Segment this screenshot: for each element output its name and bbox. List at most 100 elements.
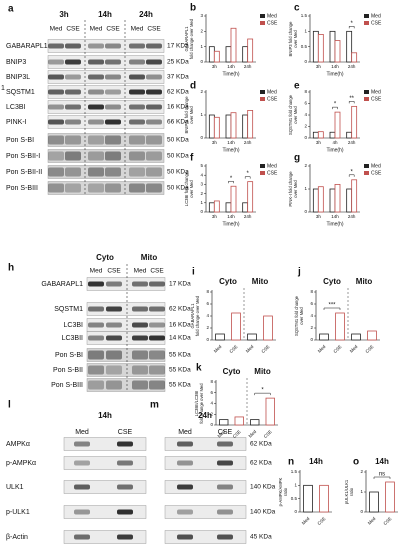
lane-label: CSE — [218, 429, 233, 436]
chart-title: 14h — [309, 457, 323, 466]
x-axis-label: Time(h) — [326, 221, 343, 227]
y-axis-label: ratio — [283, 487, 288, 496]
chart-title: 14h — [375, 457, 389, 466]
band — [129, 89, 145, 95]
blot-strip — [86, 378, 166, 392]
row-label: Pon S-BII — [53, 367, 83, 374]
legend-label: CSE — [267, 20, 278, 26]
x-tick-label: 14h — [331, 214, 339, 219]
band — [105, 183, 121, 193]
band — [217, 441, 233, 447]
y-tick-label: 1 — [304, 29, 307, 34]
y-axis-label: GABARAPL1 — [184, 26, 189, 52]
band — [129, 74, 145, 80]
y-tick-label: 0.5 — [291, 496, 298, 501]
legend-swatch — [260, 164, 265, 168]
panel-label: l — [8, 400, 11, 411]
bar — [213, 116, 220, 139]
x-tick-label: 24h — [244, 214, 252, 219]
bar — [334, 183, 341, 213]
sig-bracket — [332, 106, 338, 110]
blot-strip — [164, 456, 247, 470]
band — [106, 335, 122, 341]
bar — [346, 188, 353, 213]
y-tick-label: 4 — [310, 313, 313, 318]
legend-swatch — [260, 97, 265, 101]
y-tick-label: 8 — [304, 89, 307, 94]
band — [217, 509, 233, 515]
y-axis-label: BNIP3 fold change — [288, 21, 293, 57]
band — [146, 89, 162, 95]
bar — [234, 416, 244, 426]
lane-label: CSE — [150, 268, 164, 275]
sig-bracket — [323, 307, 341, 310]
x-tick-label: 3h — [212, 64, 218, 69]
bar — [242, 46, 249, 63]
x-tick-label: Med — [367, 516, 377, 526]
x-axis-label: Time(h) — [326, 147, 343, 153]
y-tick-label: 0 — [304, 59, 307, 64]
bar — [242, 202, 249, 213]
band — [149, 350, 165, 360]
band — [48, 43, 64, 49]
group-label: Mito — [356, 277, 373, 286]
band — [129, 104, 145, 110]
band — [149, 322, 165, 328]
bar — [215, 333, 225, 341]
band — [105, 43, 121, 49]
bar — [335, 312, 345, 341]
band — [149, 380, 165, 390]
y-axis-label: p-AMPK/AMPK — [278, 477, 283, 506]
y-tick-label: 1 — [304, 186, 307, 191]
sig-label: *** — [328, 303, 336, 309]
band — [132, 350, 148, 360]
y-axis-label: SQSTM1 fold change — [288, 94, 293, 135]
row-label: p-ULK1 — [6, 509, 30, 516]
kda-label: 62 KDa — [250, 441, 272, 448]
y-tick-label: 0 — [310, 337, 313, 342]
sig-bracket — [244, 176, 251, 179]
bar — [329, 131, 336, 139]
y-axis-label: fold change over Med — [199, 383, 204, 424]
panel-label: h — [8, 263, 14, 274]
panel-label: b — [190, 3, 196, 14]
kda-label: 45 KDa — [250, 534, 272, 541]
row-label: ULK1 — [6, 484, 24, 491]
time-label: 14h — [98, 10, 112, 19]
row-label: SQSTM1 — [6, 89, 35, 96]
panel-label: a — [8, 4, 14, 15]
panel-label: e — [294, 81, 300, 92]
time-label: 3h — [59, 10, 68, 19]
band — [117, 534, 133, 540]
note: 1 — [1, 85, 5, 92]
band — [146, 43, 162, 49]
lane-label: Med — [131, 26, 144, 33]
blot-strip — [164, 505, 247, 519]
y-axis-label: over Med — [299, 307, 304, 325]
y-tick-label: 4 — [200, 172, 203, 177]
row-label: AMPKα — [6, 441, 30, 448]
y-tick-label: 6 — [304, 101, 307, 106]
band — [88, 350, 104, 360]
time-label: 24h — [139, 10, 153, 19]
band — [117, 441, 133, 447]
x-tick-label: CSE — [332, 344, 342, 354]
bar — [263, 315, 273, 341]
bar — [219, 419, 229, 426]
y-axis-label: SQSTM1 fold change — [294, 295, 299, 336]
group-label: Cyto — [323, 277, 341, 286]
y-tick-label: 2 — [310, 325, 313, 330]
band — [88, 74, 104, 80]
row-label: Pon S-BI — [55, 352, 83, 359]
band — [88, 281, 104, 287]
bar — [230, 185, 237, 213]
y-axis-label: LC3BI fold change — [184, 171, 189, 206]
y-tick-label: 1 — [294, 483, 297, 488]
row-label: Pon S-BII-II — [6, 169, 42, 176]
y-tick-label: 0 — [304, 209, 307, 214]
y-tick-label: 0 — [210, 422, 213, 427]
kda-label: 37 KDa — [167, 74, 189, 81]
band — [146, 74, 162, 80]
band — [177, 509, 193, 515]
legend-swatch — [260, 171, 265, 175]
